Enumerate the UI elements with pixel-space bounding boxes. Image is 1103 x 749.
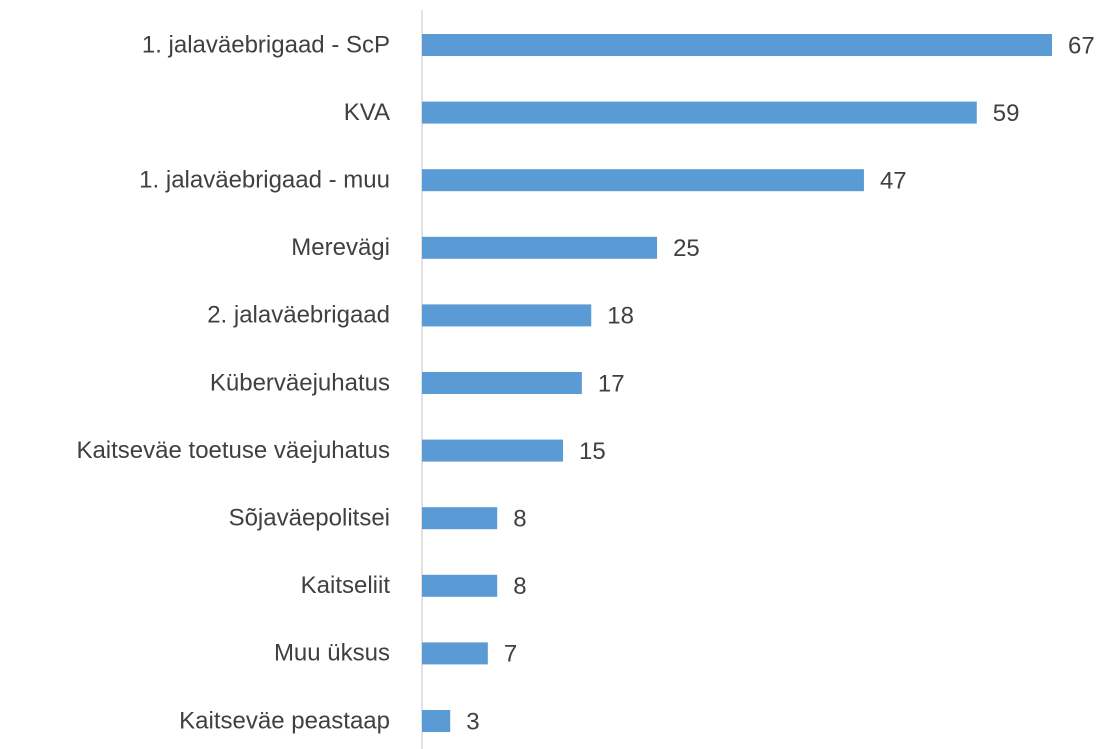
value-label: 8 [513,506,526,533]
category-label: 1. jalaväebrigaad - ScP [142,31,390,58]
value-label: 25 [673,235,700,262]
category-label: Kaitseliit [301,572,391,599]
bar [422,169,864,192]
category-label: 2. jalaväebrigaad [207,302,390,329]
bar [422,710,451,732]
value-label: 67 [1068,32,1095,59]
category-label: Kaitseväe toetuse väejuhatus [76,437,390,464]
value-label: 3 [466,708,479,735]
value-label: 7 [504,641,517,668]
bar [422,236,658,259]
category-label: Sõjaväepolitsei [229,505,390,532]
bar [422,34,1052,56]
bar [422,574,498,597]
value-label: 17 [598,370,625,397]
value-label: 8 [513,573,526,600]
bar [422,372,582,394]
bar [422,304,592,327]
category-label: Küberväejuhatus [210,369,390,396]
value-label: 59 [993,100,1020,127]
bar [422,642,488,665]
category-label: 1. jalaväebrigaad - muu [139,167,390,194]
category-label: Merevägi [291,234,390,261]
bar [422,439,564,462]
category-label: KVA [344,99,390,126]
category-label: Kaitseväe peastaap [179,707,390,734]
value-label: 15 [579,438,606,465]
value-label: 47 [880,168,907,195]
bar [422,101,977,124]
category-label: Muu üksus [274,640,390,667]
bar [422,507,498,530]
value-label: 18 [607,303,634,330]
